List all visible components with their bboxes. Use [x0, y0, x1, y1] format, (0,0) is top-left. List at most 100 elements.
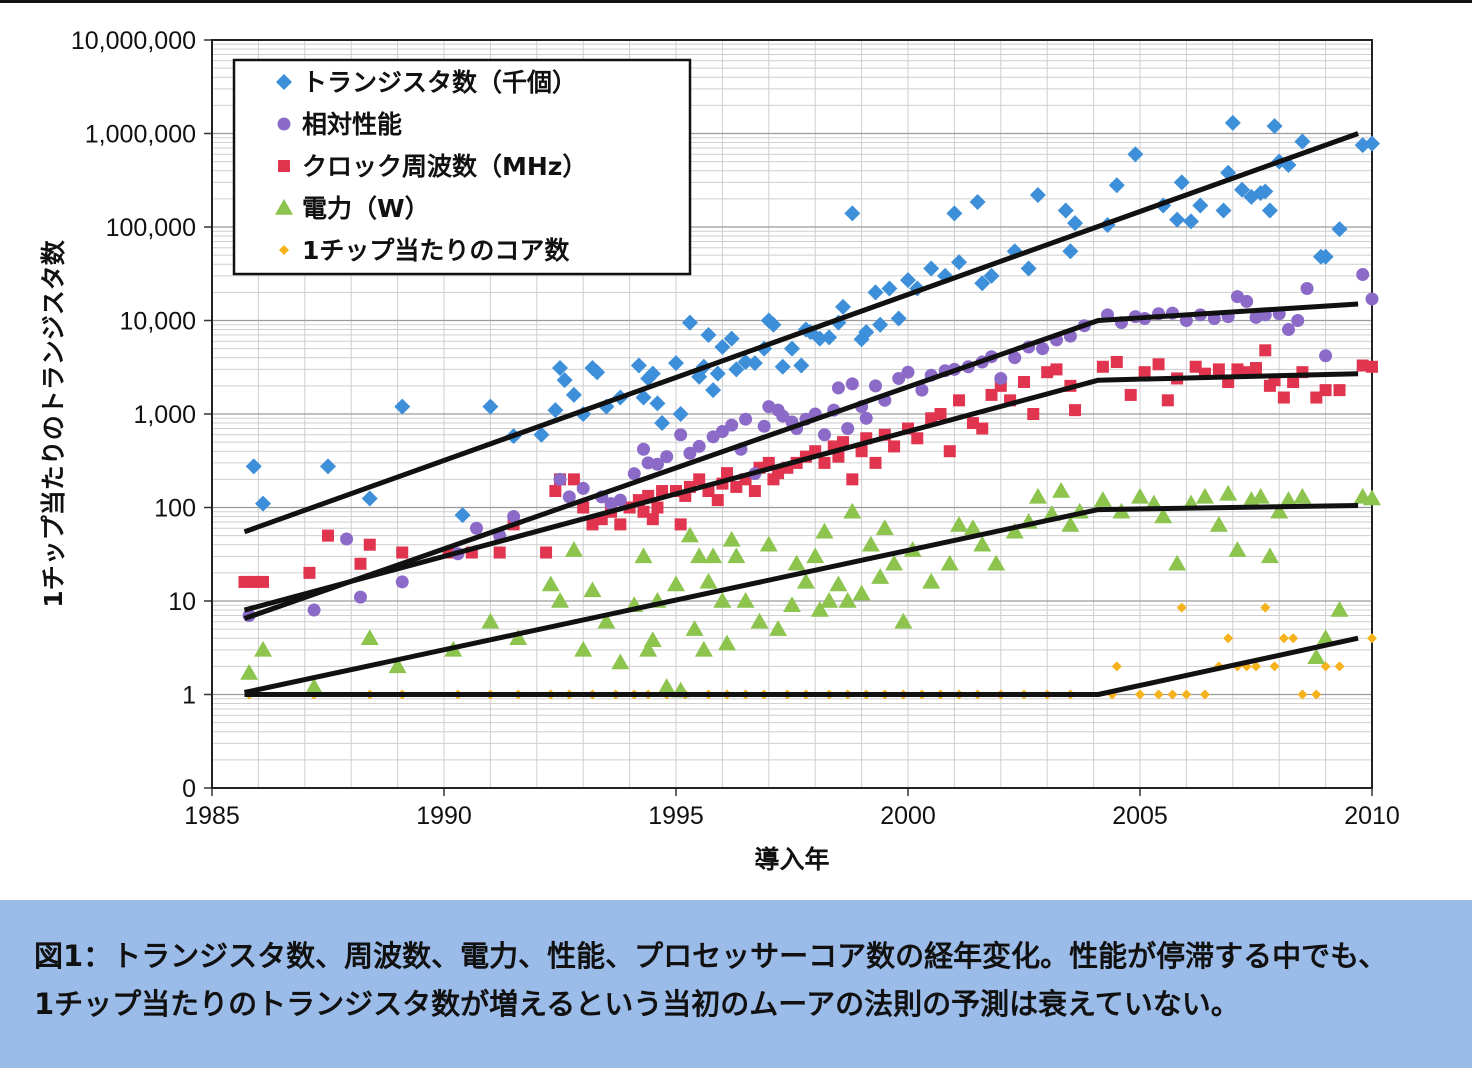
- data-point: [728, 361, 745, 378]
- legend-box: [232, 58, 692, 276]
- data-point: [709, 365, 726, 382]
- data-point: [1231, 363, 1244, 376]
- data-point: [549, 485, 562, 498]
- data-point: [1330, 601, 1349, 617]
- data-point: [307, 603, 321, 617]
- y-tick-label: 1: [182, 682, 196, 710]
- data-point: [564, 541, 583, 557]
- legend-marker: [275, 199, 293, 215]
- data-point: [469, 521, 483, 535]
- data-point: [257, 575, 270, 588]
- data-point: [649, 395, 666, 412]
- data-point: [1300, 281, 1314, 295]
- data-point: [303, 566, 316, 579]
- data-point: [838, 592, 857, 608]
- legend-marker: [277, 117, 291, 131]
- data-point: [395, 575, 409, 589]
- data-point: [946, 205, 963, 222]
- data-point: [674, 428, 688, 442]
- data-point: [994, 371, 1008, 385]
- data-point: [739, 412, 753, 426]
- data-point: [1183, 213, 1200, 230]
- data-point: [672, 406, 689, 422]
- data-point: [1108, 177, 1125, 194]
- x-tick-label: 2000: [880, 802, 936, 830]
- data-point: [700, 326, 717, 343]
- data-point: [983, 267, 1000, 284]
- x-tick-label: 2010: [1344, 802, 1400, 830]
- data-point: [894, 612, 913, 629]
- data-point: [680, 526, 699, 543]
- y-axis-title: 1チップ当たりのトランジスタ数: [39, 239, 68, 607]
- caption-line-1: 図1：トランジスタ数、周波数、電力、性能、プロセッサーコア数の経年変化。性能が停…: [34, 939, 1388, 973]
- data-point: [725, 418, 739, 432]
- data-point: [541, 575, 560, 592]
- data-point: [715, 424, 729, 438]
- series-1: [245, 114, 1380, 524]
- data-point: [774, 358, 791, 375]
- data-point: [837, 436, 850, 449]
- caption-line-2: 1チップ当たりのトランジスタ数が増えるという当初のムーアの法則の予測は衰えていな…: [34, 987, 1240, 1021]
- data-point: [772, 467, 785, 480]
- data-point: [556, 372, 573, 389]
- data-point: [845, 377, 859, 391]
- data-point: [1294, 133, 1311, 150]
- data-point: [750, 612, 769, 629]
- data-point: [611, 653, 630, 670]
- data-point: [953, 394, 966, 407]
- data-point: [793, 357, 810, 374]
- data-point: [589, 364, 606, 381]
- data-point: [787, 554, 806, 571]
- data-point: [567, 473, 580, 486]
- data-point: [881, 280, 898, 297]
- y-tick-label: 100,000: [106, 214, 196, 242]
- data-point: [1251, 661, 1261, 672]
- data-point: [1169, 211, 1186, 228]
- data-point: [1110, 355, 1123, 368]
- data-point: [1041, 366, 1054, 379]
- data-point: [699, 572, 718, 589]
- data-point: [900, 272, 916, 289]
- data-point: [974, 275, 991, 292]
- data-point: [1173, 174, 1190, 191]
- data-point: [963, 519, 982, 535]
- y-tick-label: 0: [182, 775, 196, 803]
- top-rule: [0, 0, 1472, 3]
- data-point: [1319, 384, 1332, 397]
- data-point: [1212, 363, 1225, 376]
- data-point: [1319, 349, 1333, 363]
- data-point: [1269, 661, 1280, 672]
- data-point: [657, 678, 676, 694]
- y-tick-label: 10,000,000: [71, 27, 196, 55]
- y-tick-label: 10,000: [120, 308, 196, 336]
- data-point: [1195, 487, 1214, 504]
- x-axis-title: 導入年: [754, 845, 829, 874]
- data-point: [240, 663, 259, 680]
- data-point: [818, 456, 831, 469]
- data-point: [1297, 689, 1308, 700]
- data-point: [674, 518, 687, 531]
- data-point: [855, 445, 868, 458]
- data-point: [888, 440, 901, 453]
- data-point: [562, 490, 576, 504]
- data-point: [1310, 391, 1323, 404]
- data-point: [841, 421, 855, 435]
- data-point: [1018, 375, 1030, 388]
- data-point: [875, 519, 894, 535]
- data-point: [481, 612, 500, 629]
- data-point: [969, 194, 986, 211]
- data-point: [650, 457, 664, 471]
- data-point: [806, 547, 825, 564]
- data-point: [776, 409, 790, 423]
- data-point: [388, 657, 407, 674]
- data-point: [668, 355, 684, 372]
- data-point: [360, 629, 379, 645]
- data-point: [692, 439, 706, 453]
- data-point: [247, 575, 260, 588]
- data-point: [690, 547, 709, 564]
- data-point: [820, 592, 839, 608]
- chart-trend-lines: [243, 131, 1359, 697]
- trend-line: [243, 503, 1359, 695]
- data-point: [656, 485, 669, 498]
